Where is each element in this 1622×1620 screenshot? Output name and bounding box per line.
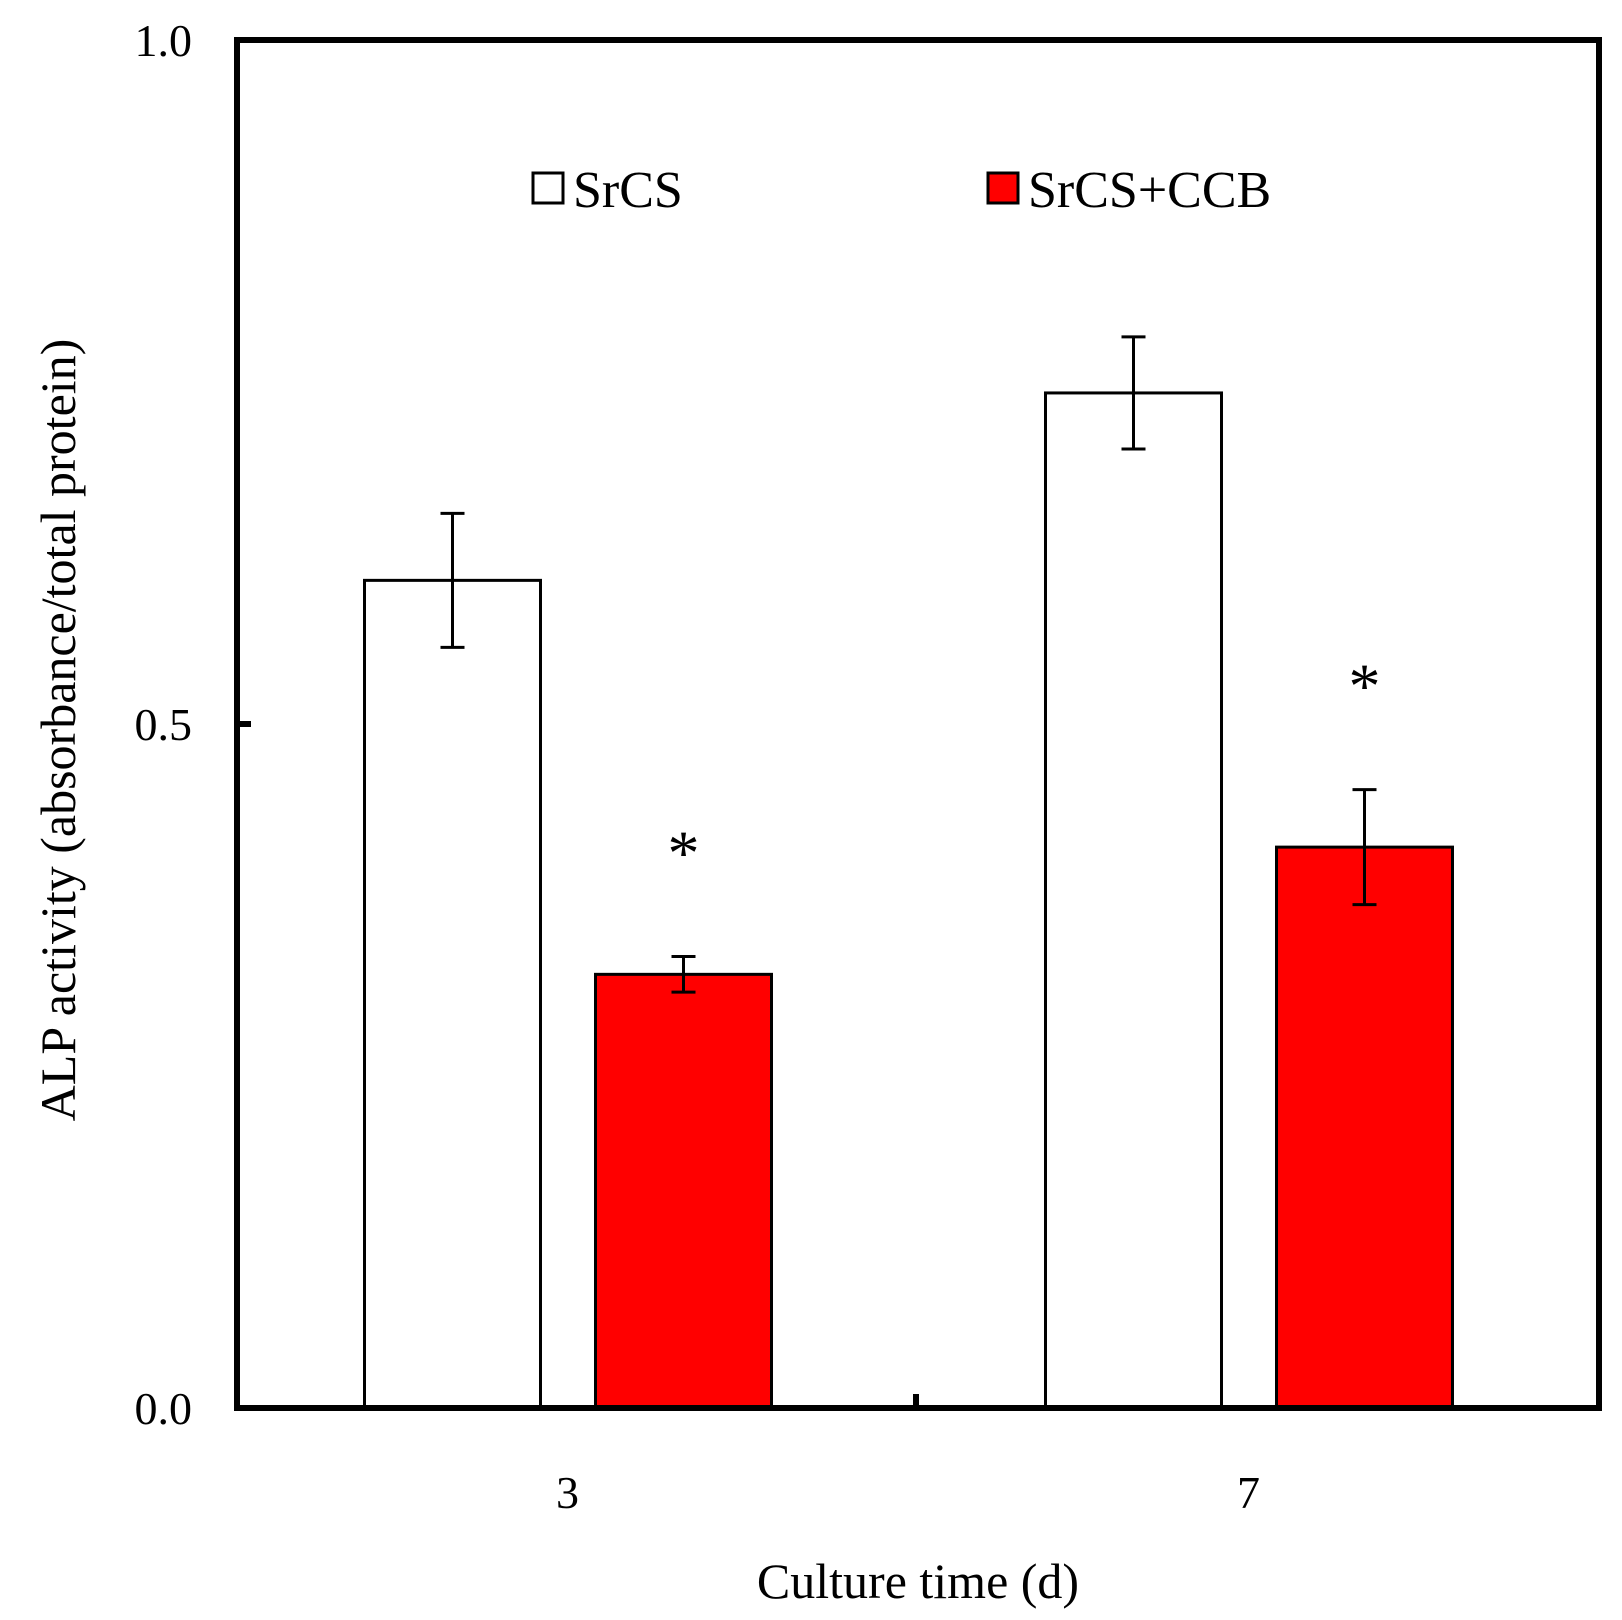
y-tick-label: 0.0	[135, 1383, 193, 1434]
legend-label-srcs: SrCS	[573, 162, 683, 219]
bar-srcs-7	[1044, 391, 1223, 1410]
y-tick-label: 1.0	[135, 15, 193, 66]
legend-label-srcs-ccb: SrCS+CCB	[1028, 162, 1271, 219]
x-tick-label: 7	[1237, 1467, 1260, 1518]
error-bars-layer	[440, 335, 1377, 994]
legend-swatch-srcs-ccb	[986, 171, 1020, 205]
x-axis-title: Culture time (d)	[757, 1553, 1079, 1609]
y-axis-ticks: 0.0 0.5 1.0	[135, 15, 251, 1434]
significance-asterisk: *	[668, 818, 700, 889]
bar-srcs-ccb-3	[594, 972, 773, 1410]
legend: SrCS SrCS+CCB	[531, 162, 1271, 219]
y-axis-title: ALP activity (absorbance/total protein)	[30, 339, 86, 1122]
bar-srcs-ccb-7	[1275, 845, 1454, 1410]
legend-swatch-srcs	[531, 171, 565, 205]
x-tick-label: 3	[556, 1467, 579, 1518]
bars-layer	[363, 391, 1454, 1410]
significance-layer: **	[668, 651, 1381, 889]
significance-asterisk: *	[1349, 651, 1381, 722]
bar-srcs-3	[363, 578, 542, 1410]
y-tick-label: 0.5	[135, 699, 193, 750]
